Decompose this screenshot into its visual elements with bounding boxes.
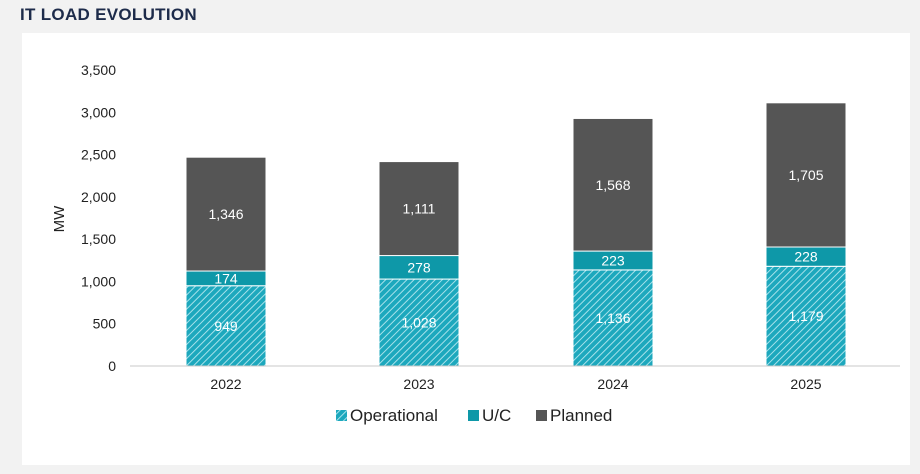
legend-swatch-planned xyxy=(536,410,547,421)
bar-operational-2023 xyxy=(378,278,460,367)
bar-operational-2024 xyxy=(572,269,654,367)
y-tick-label: 3,000 xyxy=(81,104,116,120)
y-tick-label: 1,500 xyxy=(81,231,116,247)
y-tick-label: 0 xyxy=(108,358,116,374)
data-label: 1,179 xyxy=(788,308,823,324)
y-axis-label: MW xyxy=(51,205,68,232)
x-tick-label: 2023 xyxy=(403,376,434,392)
data-label: 223 xyxy=(601,252,625,268)
y-tick-label: 2,000 xyxy=(81,189,116,205)
page-title: IT LOAD EVOLUTION xyxy=(20,5,197,24)
data-label: 1,136 xyxy=(595,310,630,326)
bar-planned-2025 xyxy=(765,102,847,248)
bar-planned-2024 xyxy=(572,117,654,252)
y-tick-label: 2,500 xyxy=(81,147,116,163)
legend-label: Planned xyxy=(550,406,612,425)
y-tick-label: 500 xyxy=(93,316,117,332)
legend-label: Operational xyxy=(350,406,438,425)
bars: 949 174 1,346 1,028 278 1,111 1,136 223 1,568 1,1… xyxy=(185,102,847,367)
data-label: 228 xyxy=(794,249,818,265)
data-label: 949 xyxy=(214,318,238,334)
data-label: 1,568 xyxy=(595,177,630,193)
y-tick-label: 1,000 xyxy=(81,273,116,289)
legend-swatch-u-c xyxy=(468,410,479,421)
y-axis: 0 500 1,000 1,500 2,000 2,500 3,000 3,500 xyxy=(81,62,116,374)
legend-swatch-operational xyxy=(336,410,347,421)
legend: Operational U/C Planned xyxy=(336,406,612,425)
bar-operational-2022 xyxy=(185,285,267,367)
x-axis: 2022 2023 2024 2025 xyxy=(130,365,900,392)
data-label: 1,028 xyxy=(401,315,436,331)
x-tick-label: 2025 xyxy=(790,376,821,392)
bar-planned-2023 xyxy=(378,161,460,257)
data-label: 174 xyxy=(214,270,238,286)
data-label: 1,111 xyxy=(403,201,436,217)
chart-card xyxy=(22,33,910,465)
data-label: 1,346 xyxy=(208,206,243,222)
y-tick-label: 3,500 xyxy=(81,62,116,78)
bar-planned-2022 xyxy=(185,156,267,272)
bar-operational-2025 xyxy=(765,265,847,367)
x-tick-label: 2024 xyxy=(597,376,628,392)
x-tick-label: 2022 xyxy=(210,376,241,392)
data-label: 1,705 xyxy=(788,167,823,183)
data-label: 278 xyxy=(407,259,431,275)
legend-label: U/C xyxy=(482,406,511,425)
